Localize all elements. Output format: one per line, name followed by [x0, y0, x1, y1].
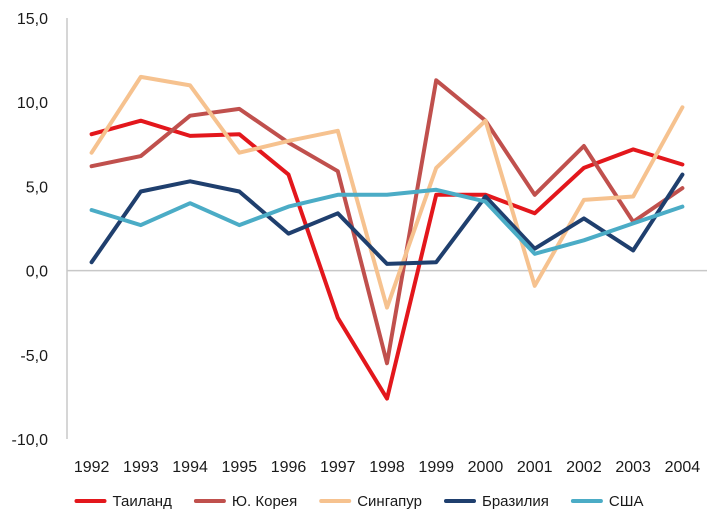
legend-label: Таиланд: [113, 493, 173, 510]
x-tick-label: 1998: [369, 459, 405, 476]
y-tick-label: 10,0: [17, 95, 48, 112]
x-tick-label: 1993: [123, 459, 159, 476]
y-tick-label: -10,0: [12, 432, 49, 449]
series-line: [89, 118, 685, 401]
x-tick-label: 1996: [271, 459, 307, 476]
x-tick-labels: 1992 1993 1994 1995 1996 1997 1998 1999 2000 2001…: [74, 459, 700, 476]
y-tick-label: 5,0: [26, 179, 48, 196]
x-tick-label: 2001: [517, 459, 553, 476]
series-line: [89, 172, 685, 266]
series-line: [89, 74, 685, 310]
legend-label: Бразилия: [482, 493, 549, 510]
legend: Таиланд Ю. Корея Сингапур Бразилия США: [74, 493, 644, 510]
legend-label: Ю. Корея: [232, 493, 297, 510]
legend-item: Ю. Корея: [193, 493, 297, 510]
x-tick-label: 2003: [615, 459, 651, 476]
x-tick-label: 2004: [665, 459, 701, 476]
series-line: [89, 187, 685, 256]
x-tick-label: 2002: [566, 459, 602, 476]
y-tick-label: -5,0: [20, 348, 48, 365]
legend-item: Сингапур: [319, 493, 422, 510]
legend-label: США: [609, 493, 644, 510]
x-tick-label: 1999: [418, 459, 454, 476]
x-tick-label: 2000: [468, 459, 504, 476]
x-tick-label: 1995: [222, 459, 258, 476]
series-line: [89, 78, 685, 366]
legend-item: Бразилия: [444, 493, 549, 510]
series-lines: [89, 74, 685, 401]
y-tick-label: 0,0: [26, 264, 48, 281]
x-tick-label: 1994: [172, 459, 208, 476]
y-tick-label: 15,0: [17, 11, 48, 28]
legend-label: Сингапур: [357, 493, 422, 510]
legend-item: Таиланд: [74, 493, 173, 510]
axes: [66, 18, 707, 439]
x-tick-label: 1997: [320, 459, 356, 476]
legend-item: США: [570, 493, 644, 510]
x-tick-label: 1992: [74, 459, 110, 476]
y-tick-labels: 15,0 10,0 5,0 0,0 -5,0 -10,0: [12, 11, 49, 449]
